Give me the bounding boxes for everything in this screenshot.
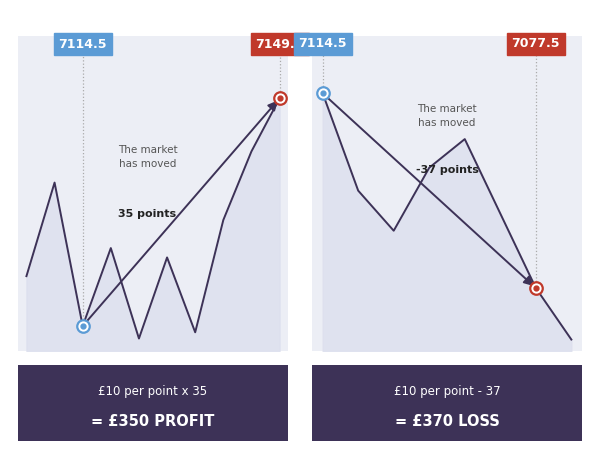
Text: = £350 PROFIT: = £350 PROFIT	[91, 414, 215, 429]
Text: The market
has moved: The market has moved	[118, 144, 177, 169]
Text: 7114.5: 7114.5	[298, 37, 347, 50]
Text: 7077.5: 7077.5	[512, 37, 560, 50]
Text: 7149.5: 7149.5	[256, 37, 304, 50]
Text: 7114.5: 7114.5	[58, 37, 107, 50]
Text: = £370 LOSS: = £370 LOSS	[395, 414, 499, 429]
Text: £10 per point x 35: £10 per point x 35	[98, 385, 208, 398]
Text: -37 points: -37 points	[416, 165, 478, 175]
Text: 35 points: 35 points	[118, 209, 176, 219]
Text: The market
has moved: The market has moved	[417, 104, 477, 128]
Text: £10 per point - 37: £10 per point - 37	[394, 385, 500, 398]
